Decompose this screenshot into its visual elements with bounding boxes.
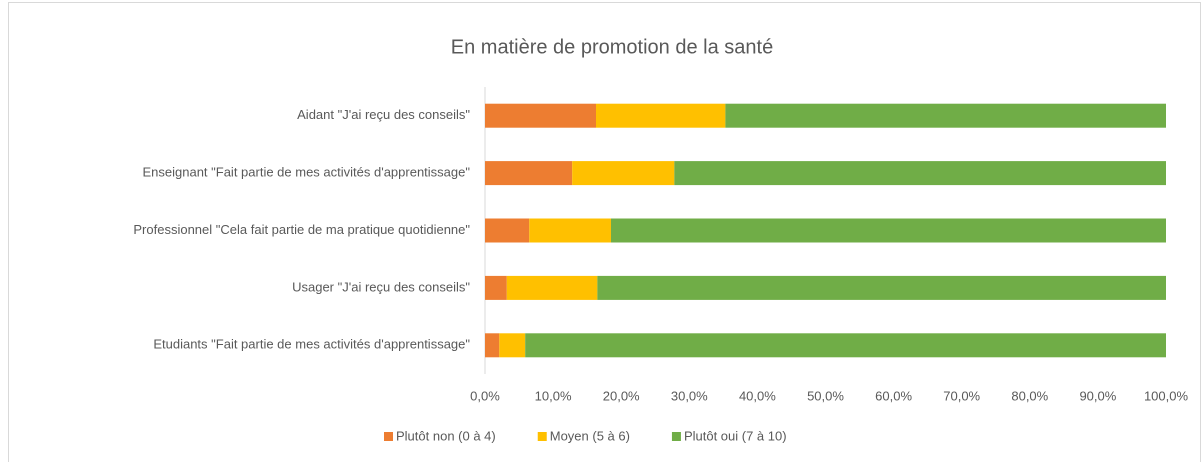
bar-segment <box>572 161 675 186</box>
legend-swatch <box>384 432 393 441</box>
x-tick-label: 100,0% <box>1144 388 1189 403</box>
x-tick-label: 60,0% <box>875 388 912 403</box>
bar-segment <box>597 275 1166 300</box>
bar-segment <box>485 218 530 243</box>
x-tick-label: 0,0% <box>470 388 500 403</box>
legend-label: Plutôt non (0 à 4) <box>396 428 496 443</box>
category-label: Etudiants "Fait partie de mes activités … <box>153 337 470 352</box>
bar-segment <box>596 103 726 128</box>
category-label: Professionnel "Cela fait partie de ma pr… <box>133 222 470 237</box>
bar-segment <box>725 103 1166 128</box>
legend-label: Plutôt oui (7 à 10) <box>684 428 787 443</box>
bar-segment <box>485 333 500 358</box>
x-tick-label: 20,0% <box>603 388 640 403</box>
bar-segment <box>525 333 1166 358</box>
category-label: Enseignant "Fait partie de mes activités… <box>142 165 470 180</box>
bar-segment <box>506 275 598 300</box>
x-tick-label: 10,0% <box>535 388 572 403</box>
category-label: Aidant "J'ai reçu des conseils" <box>297 107 470 122</box>
chart-title: En matière de promotion de la santé <box>451 36 773 58</box>
bar-segment <box>485 161 573 186</box>
x-tick-label: 30,0% <box>671 388 708 403</box>
bar-segment <box>529 218 611 243</box>
legend-swatch <box>671 432 681 441</box>
bar-segment <box>485 103 597 128</box>
legend-swatch <box>537 432 547 441</box>
bar-segment <box>674 161 1166 186</box>
x-tick-label: 40,0% <box>739 388 776 403</box>
x-tick-label: 90,0% <box>1079 388 1116 403</box>
bar-segment <box>485 275 507 300</box>
x-tick-label: 80,0% <box>1011 388 1048 403</box>
bar-segment <box>499 333 526 358</box>
legend-label: Moyen (5 à 6) <box>550 428 630 443</box>
bar-segment <box>610 218 1166 243</box>
x-tick-label: 50,0% <box>807 388 844 403</box>
x-tick-label: 70,0% <box>943 388 980 403</box>
category-label: Usager "J'ai reçu des conseils" <box>292 279 470 294</box>
